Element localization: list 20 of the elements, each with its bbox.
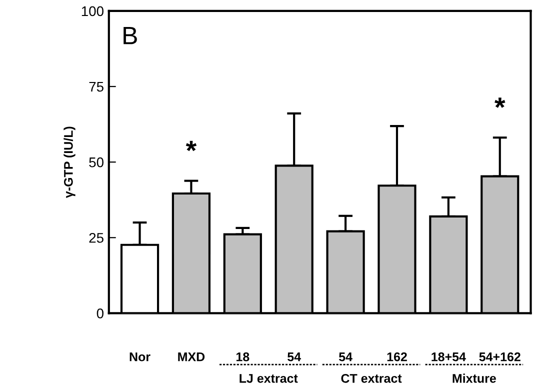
x-tick-label: 54+162 (479, 352, 520, 362)
y-axis-title: γ-GTP (IU/L) (64, 126, 76, 198)
text: Mixture (452, 374, 496, 383)
text: CT extract (341, 374, 402, 383)
y-tick-label: 50 (89, 157, 104, 168)
text: LJ extract (240, 374, 298, 383)
data-label: * (186, 140, 197, 152)
x-tick-label: MXD (178, 352, 205, 362)
x-tick-label: Nor (130, 352, 150, 362)
data-label: * (494, 98, 506, 108)
annotation: B (124, 26, 137, 44)
x-tick-label: 162 (387, 352, 407, 362)
y-tick-label: 25 (89, 232, 104, 243)
x-tick-label: 54 (288, 352, 301, 362)
y-tick-label: 75 (89, 82, 104, 92)
y-tick-label: 0 (96, 308, 104, 318)
y-tick-label: 100 (82, 6, 104, 16)
x-tick-label: 18 (236, 352, 250, 362)
x-tick-label: 18+54 (432, 352, 466, 362)
x-tick-label: 54 (338, 352, 352, 362)
